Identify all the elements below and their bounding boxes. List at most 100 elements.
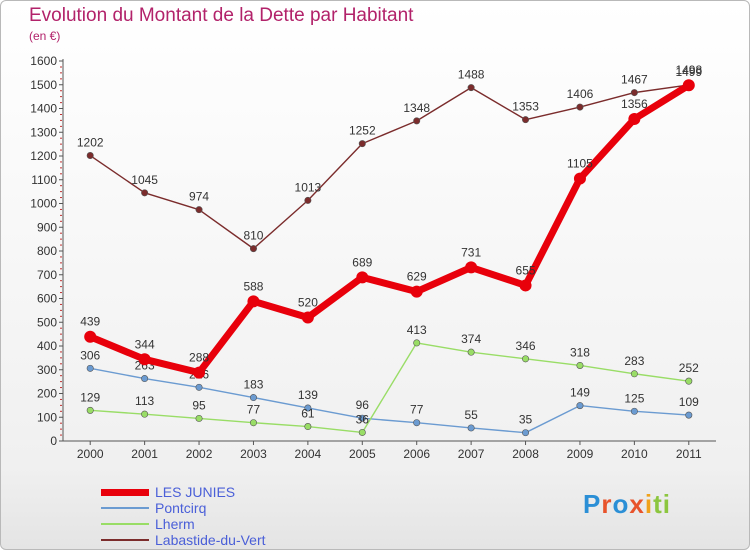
chart-subtitle: (en €) <box>29 29 61 43</box>
x-tick-label: 2008 <box>512 447 539 461</box>
data-label: 55 <box>464 408 478 422</box>
proxiti-logo: Proxiti <box>583 489 671 520</box>
data-point <box>630 89 638 97</box>
x-tick-label: 2007 <box>458 447 485 461</box>
data-point <box>413 419 421 427</box>
data-point <box>193 366 206 379</box>
data-label: 374 <box>461 332 481 346</box>
data-point <box>86 152 94 160</box>
data-point <box>628 112 641 125</box>
y-tick-label: 1400 <box>30 102 57 116</box>
data-point <box>247 295 260 308</box>
data-point <box>467 84 475 92</box>
data-label: 1045 <box>131 173 158 187</box>
x-tick-label: 2002 <box>186 447 213 461</box>
data-label: 61 <box>301 407 315 421</box>
data-label: 95 <box>192 398 206 412</box>
data-label: 689 <box>352 255 372 269</box>
data-point <box>141 410 149 418</box>
data-label: 439 <box>80 315 100 329</box>
data-label: 731 <box>461 245 481 259</box>
y-tick-label: 1600 <box>30 54 57 68</box>
data-point <box>86 406 94 414</box>
data-label: 306 <box>80 348 100 362</box>
data-point <box>682 79 695 92</box>
series-line <box>361 342 418 433</box>
chart-title: Evolution du Montant de la Dette par Hab… <box>29 5 414 26</box>
data-point <box>465 261 478 274</box>
data-point <box>141 189 149 197</box>
data-label: 113 <box>135 394 154 408</box>
data-point <box>358 428 366 436</box>
data-point <box>573 172 586 185</box>
data-label: 1406 <box>567 87 594 101</box>
data-label: 1105 <box>567 157 593 171</box>
data-label: 1499 <box>675 65 702 79</box>
data-label: 318 <box>570 345 590 359</box>
series-line <box>89 367 690 434</box>
series-line <box>86 81 693 377</box>
data-point <box>413 339 421 347</box>
data-point <box>304 404 312 412</box>
data-label: 139 <box>298 388 318 402</box>
legend-swatch <box>101 489 149 496</box>
x-tick-label: 2006 <box>403 447 430 461</box>
data-point <box>249 394 257 402</box>
x-tick-label: 2004 <box>295 447 322 461</box>
data-point <box>685 411 693 419</box>
y-tick-label: 400 <box>37 339 57 353</box>
data-label: 36 <box>356 412 370 426</box>
data-label: 125 <box>624 391 644 405</box>
data-label: 1353 <box>512 100 539 114</box>
data-point <box>358 140 366 148</box>
data-point <box>576 103 584 111</box>
data-point <box>576 402 584 410</box>
legend-swatch <box>101 507 149 509</box>
y-tick-label: 0 <box>50 434 57 448</box>
data-label: 283 <box>624 354 644 368</box>
data-point <box>301 311 314 324</box>
data-label: 1356 <box>621 97 648 111</box>
y-tick-label: 500 <box>37 315 57 329</box>
data-point <box>249 245 257 253</box>
x-tick-label: 2000 <box>77 447 104 461</box>
legend-label: Pontcirq <box>155 500 207 516</box>
data-point <box>304 196 312 204</box>
data-label: 183 <box>243 378 263 392</box>
y-tick-label: 1000 <box>30 197 57 211</box>
logo-letter: P <box>583 489 602 519</box>
legend-swatch <box>101 539 149 541</box>
logo-letter: i <box>644 489 654 519</box>
data-label: 629 <box>407 270 427 284</box>
data-point <box>356 271 369 284</box>
data-point <box>522 429 530 437</box>
data-label: 413 <box>407 323 427 337</box>
y-tick-label: 1100 <box>31 173 57 187</box>
legend-label: Labastide-du-Vert <box>155 532 266 548</box>
data-point <box>195 383 203 391</box>
logo-letter: t <box>653 489 663 519</box>
data-label: 109 <box>679 395 699 409</box>
data-point <box>630 407 638 415</box>
logo-letter: o <box>612 489 630 519</box>
data-label: 1202 <box>77 136 104 150</box>
logo-letter: x <box>629 489 645 519</box>
data-label: 1013 <box>295 180 322 194</box>
x-tick-label: 2011 <box>676 447 702 461</box>
data-label: 96 <box>356 398 370 412</box>
line-chart: 0 100 200 300 400 500 600 700 800 900 1000 1100 1200… <box>30 54 716 461</box>
data-label: 1488 <box>458 68 485 82</box>
data-point <box>249 419 257 427</box>
y-tick-label: 1300 <box>30 125 57 139</box>
legend-swatch <box>101 523 149 525</box>
series-line <box>89 409 363 434</box>
data-label: 520 <box>298 296 318 310</box>
data-point <box>685 377 693 385</box>
x-tick-label: 2010 <box>621 447 648 461</box>
x-tick-label: 2009 <box>567 447 594 461</box>
data-point <box>519 279 532 292</box>
data-point <box>467 348 475 356</box>
data-point <box>141 375 149 383</box>
data-label: 588 <box>243 279 263 293</box>
data-label: 1348 <box>403 101 430 115</box>
